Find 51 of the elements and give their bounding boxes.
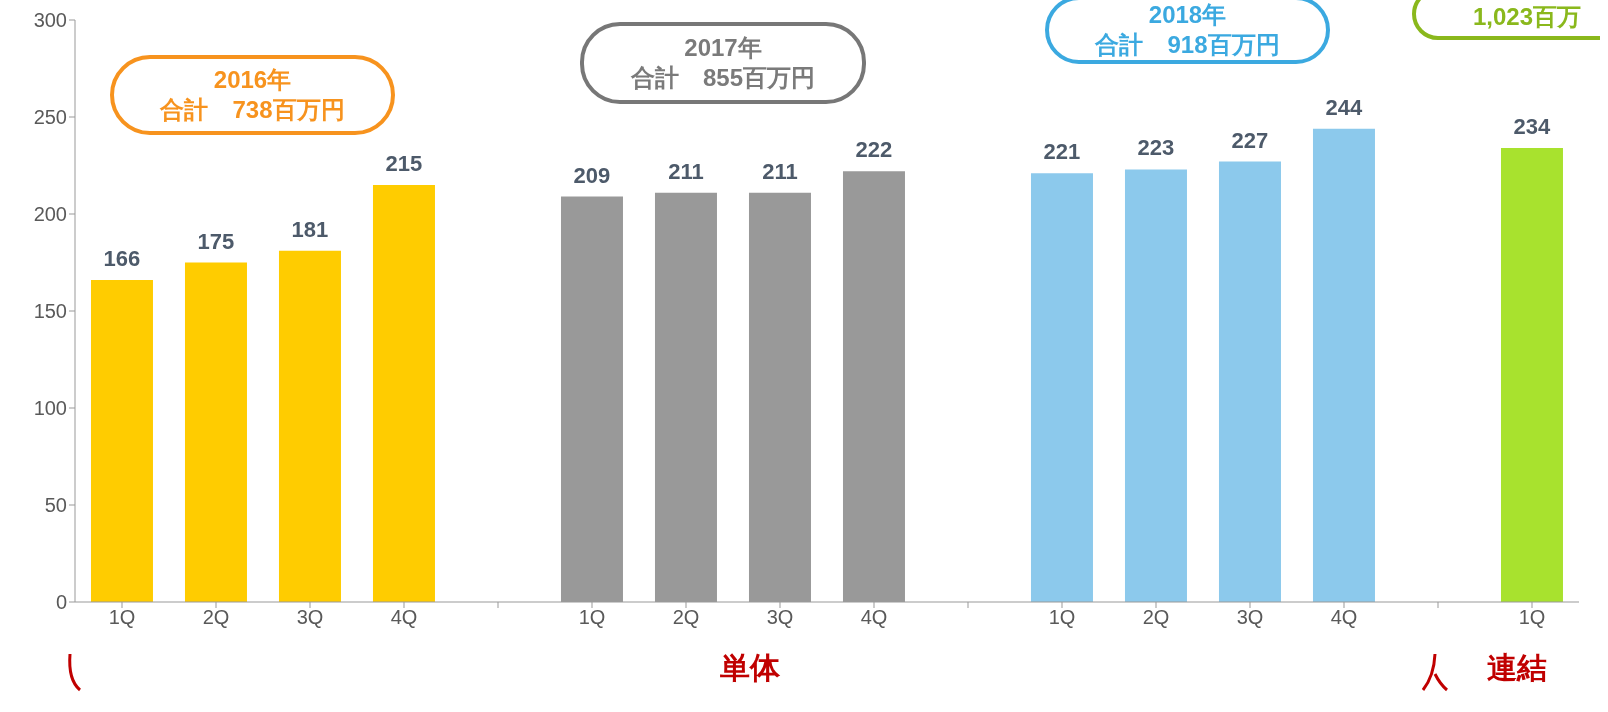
- annotation: 1,023百万: [1472, 2, 1582, 32]
- x-tick-label: 1Q: [1048, 606, 1076, 629]
- data-label: 222: [855, 137, 893, 163]
- x-tick-label: 1Q: [108, 606, 136, 629]
- data-label: 215: [385, 150, 423, 176]
- annotation: 2017年: [684, 33, 762, 63]
- x-tick-label: 1Q: [1518, 606, 1546, 629]
- annotation: 2018年: [1148, 0, 1227, 30]
- x-tick-label: 3Q: [766, 606, 794, 629]
- bar: [184, 262, 247, 602]
- x-tick-label: 4Q: [1330, 606, 1358, 629]
- data-label: 211: [762, 158, 798, 184]
- bar: [1312, 128, 1375, 602]
- data-label: 227: [1231, 127, 1269, 153]
- data-label: 221: [1043, 139, 1081, 165]
- y-tick-label: 300: [33, 9, 67, 32]
- data-label: 223: [1137, 135, 1175, 161]
- data-label: 211: [668, 158, 704, 184]
- data-label: 234: [1513, 114, 1552, 140]
- bar: [1030, 173, 1093, 602]
- y-tick-label: 100: [33, 397, 67, 420]
- x-tick-label: 2Q: [202, 606, 230, 629]
- y-tick-label: 250: [33, 106, 67, 129]
- text: 単体: [720, 651, 780, 684]
- x-tick-label: 4Q: [860, 606, 888, 629]
- bar: [1500, 148, 1563, 602]
- y-tick-label: 50: [44, 494, 67, 517]
- y-tick-label: 0: [55, 591, 67, 614]
- x-tick-label: 4Q: [390, 606, 418, 629]
- annotation: 2016年: [213, 65, 292, 95]
- y-tick-label: 150: [33, 300, 67, 323]
- y-tick-label: 200: [33, 203, 67, 226]
- data-label: 209: [573, 162, 611, 188]
- x-tick-label: 1Q: [578, 606, 606, 629]
- bar: [90, 279, 153, 602]
- x-tick-label: 2Q: [672, 606, 700, 629]
- data-label: 175: [197, 228, 235, 254]
- x-tick-label: 3Q: [296, 606, 324, 629]
- annotation: 合計 918百万円: [1095, 30, 1280, 60]
- annotation: 合計 855百万円: [630, 63, 816, 93]
- bar: [1124, 169, 1187, 602]
- x-tick-label: 3Q: [1236, 606, 1264, 629]
- x-tick-label: 2Q: [1142, 606, 1170, 629]
- data-label: 181: [291, 216, 329, 242]
- bar: [278, 250, 341, 602]
- data-label: 166: [103, 245, 141, 271]
- annotation: 合計 738百万円: [160, 95, 345, 125]
- bar: [1218, 161, 1281, 602]
- text: 連結: [1487, 651, 1547, 684]
- data-label: 244: [1325, 94, 1364, 120]
- bar: [372, 184, 435, 602]
